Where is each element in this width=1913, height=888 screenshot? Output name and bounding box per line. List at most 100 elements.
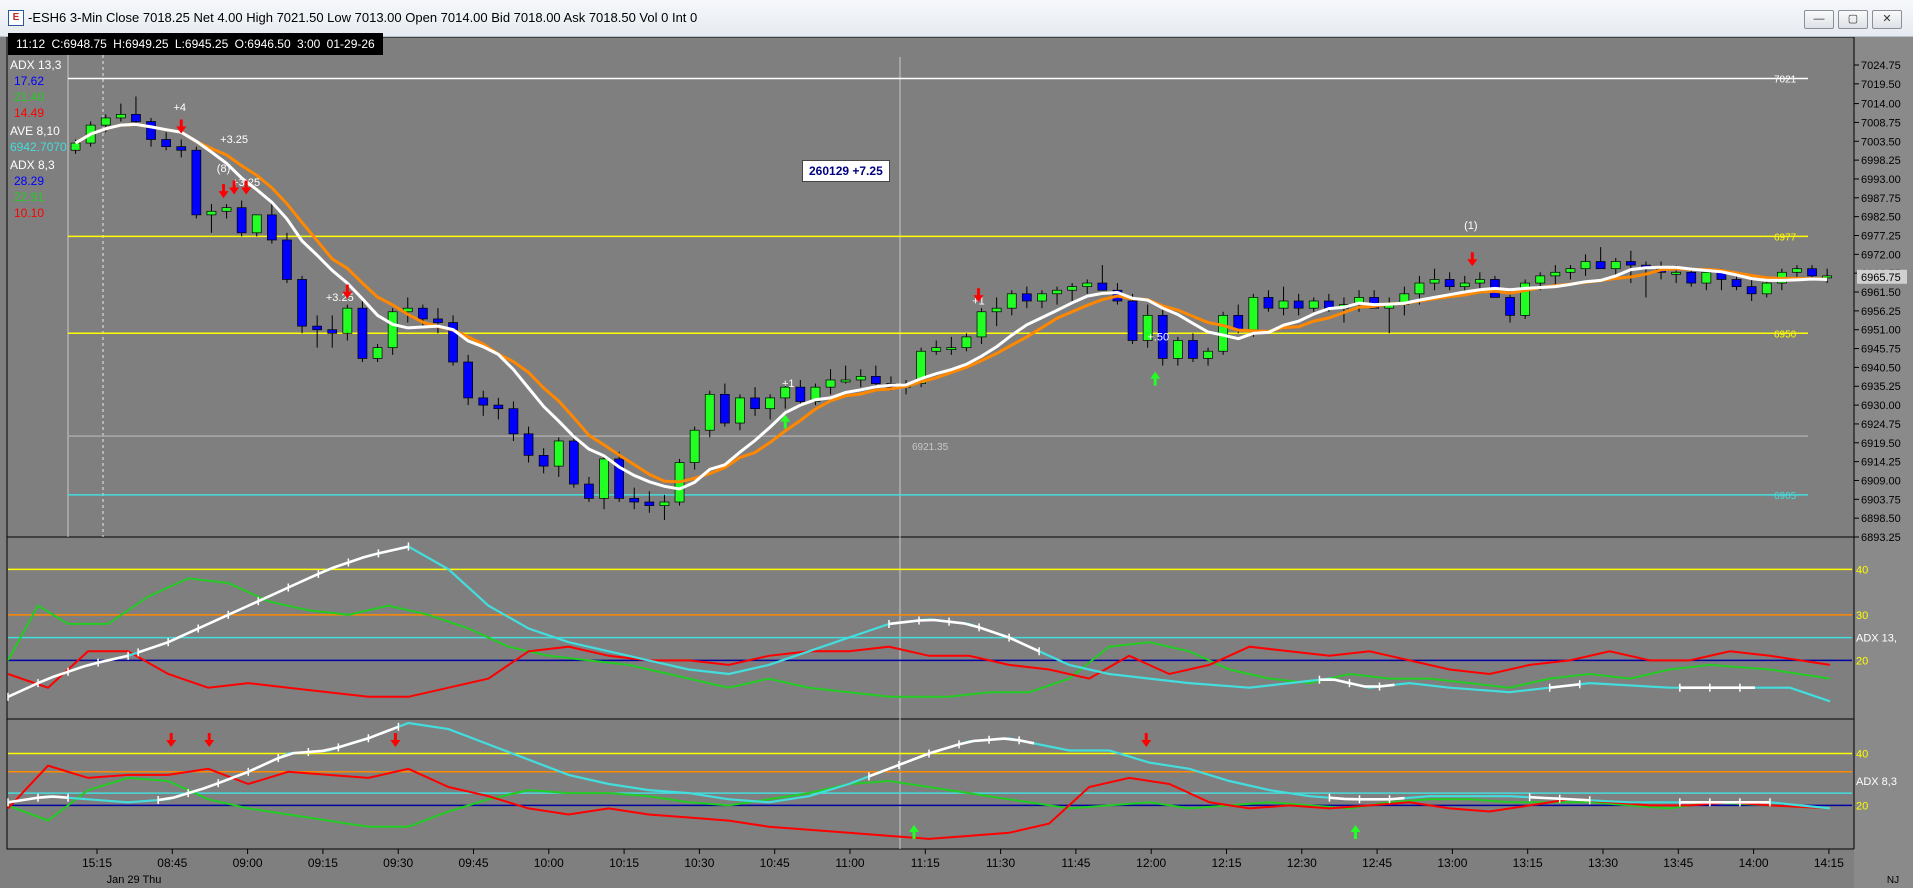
legend-adx1-value: 17.62	[14, 74, 45, 88]
candle-body	[493, 404, 504, 410]
quote-box: 11:12 C:6948.75 H:6949.25 L:6945.25 O:69…	[8, 33, 383, 55]
legend-adx2-diplus: 22.91	[14, 190, 45, 204]
adx2-adx-rising	[1329, 796, 1405, 801]
candle-body	[433, 318, 443, 323]
candle-body	[1127, 300, 1138, 341]
x-tick-label: 13:45	[1663, 856, 1693, 870]
adx2-level-label: 20	[1856, 800, 1868, 812]
candle-body	[976, 311, 987, 338]
y-tick-label: 6903.75	[1861, 494, 1901, 506]
y-tick-label: 7019.50	[1861, 79, 1901, 91]
candle-body	[1535, 275, 1546, 284]
y-tick-label: 6972.00	[1861, 249, 1901, 261]
candle-body	[1021, 293, 1032, 302]
candle-body	[629, 498, 640, 503]
candle-body	[372, 347, 383, 359]
adx1-level-label: 40	[1856, 564, 1868, 576]
candle-body	[659, 501, 670, 506]
x-tick-label: 12:45	[1362, 856, 1392, 870]
candle-body	[553, 440, 564, 467]
trade-annotation: (8)	[217, 163, 230, 175]
x-tick-label: 10:00	[534, 856, 564, 870]
sell-arrow	[241, 187, 252, 195]
maximize-button[interactable]: ▢	[1838, 10, 1868, 29]
y-tick-label: 6914.25	[1861, 457, 1901, 469]
adx2-di-plus-line	[7, 776, 1831, 828]
candle-body	[115, 114, 126, 119]
candle-body	[448, 322, 458, 363]
candle-body	[1565, 268, 1576, 273]
candle-body	[750, 397, 760, 410]
candle-body	[70, 142, 81, 151]
y-tick-label: 6961.50	[1861, 287, 1901, 299]
candle-body	[1595, 261, 1606, 270]
y-tick-label: 6945.75	[1861, 344, 1901, 356]
x-tick-label: 11:00	[835, 856, 864, 870]
candle-body	[418, 307, 428, 320]
candle-body	[1731, 279, 1742, 287]
x-tick-label: 15:15	[82, 856, 112, 870]
candle-body	[1686, 271, 1697, 284]
adx1-level-label: 30	[1856, 610, 1868, 622]
chart-canvas[interactable]: 7021 6977 6950 6905 6921.35 7024.75 7019.50 701…	[0, 37, 1913, 888]
window-title: -ESH6 3-Min Close 7018.25 Net 4.00 High …	[28, 10, 698, 25]
candle-body	[146, 121, 156, 140]
candle-body	[100, 117, 111, 126]
adx2-level-label: 40	[1856, 749, 1868, 761]
y-tick-label: 6951.00	[1861, 325, 1901, 337]
adx2-panel-label: ADX 8,3	[1856, 776, 1897, 788]
candle-body	[765, 397, 776, 410]
adx1-panel-label: ADX 13,	[1856, 633, 1897, 645]
cursor-value-label: 6921.35	[912, 442, 949, 453]
app-icon: E	[8, 10, 24, 26]
x-tick-label: 10:15	[609, 856, 639, 870]
legend-adx1-diplus: 21.40	[14, 90, 45, 104]
adx1-adx-rising	[888, 618, 1040, 653]
sell-arrow	[973, 295, 984, 303]
candle-body	[1761, 282, 1772, 295]
candle-body	[946, 347, 957, 351]
candle-body	[267, 214, 277, 241]
candle-body	[1444, 279, 1455, 287]
candle-body	[931, 347, 942, 352]
candle-body	[1671, 271, 1682, 275]
adx2-sell-arrow	[390, 740, 401, 747]
close-button[interactable]: ✕	[1872, 10, 1902, 29]
candle-body	[735, 397, 745, 424]
candle-body	[1822, 275, 1833, 279]
minimize-button[interactable]: —	[1804, 10, 1834, 29]
sell-arrow	[342, 291, 353, 299]
adx1-adx-rising	[1549, 683, 1580, 689]
price-level-label: 6977	[1774, 232, 1797, 243]
trade-annotation: +1	[782, 378, 795, 390]
candle-body	[644, 501, 655, 506]
candle-body	[1429, 279, 1440, 284]
candle-body	[297, 279, 307, 327]
x-tick-label: 08:45	[157, 856, 187, 870]
title-bar[interactable]: E -ESH6 3-Min Close 7018.25 Net 4.00 Hig…	[0, 0, 1913, 37]
candle-body	[161, 139, 171, 148]
sell-arrow	[1467, 259, 1478, 267]
x-tick-label: 14:15	[1814, 856, 1844, 870]
price-level-label: 6905	[1774, 491, 1797, 502]
candle-body	[1792, 268, 1802, 273]
adx2-adx-rising	[868, 737, 1035, 778]
trade-annotation: +3.25	[220, 134, 248, 146]
y-tick-label: 7008.75	[1861, 117, 1901, 129]
y-tick-label: 6919.50	[1861, 438, 1901, 450]
y-tick-label: 7014.00	[1861, 99, 1901, 111]
candle-body	[342, 307, 353, 334]
candle-body	[961, 336, 972, 349]
candle-body	[1172, 340, 1183, 359]
candle-body	[523, 433, 534, 456]
candle-body	[478, 397, 489, 406]
legend-ave-value: 6942.7070	[10, 140, 67, 154]
candle-body	[1610, 261, 1621, 270]
buy-arrow	[1150, 371, 1161, 379]
adx2-buy-arrow	[1350, 825, 1361, 832]
candle-body	[719, 393, 730, 424]
candle-body	[1248, 297, 1259, 331]
candle-body	[780, 386, 791, 399]
x-tick-label: 12:00	[1136, 856, 1166, 870]
candle-body	[1067, 286, 1078, 291]
